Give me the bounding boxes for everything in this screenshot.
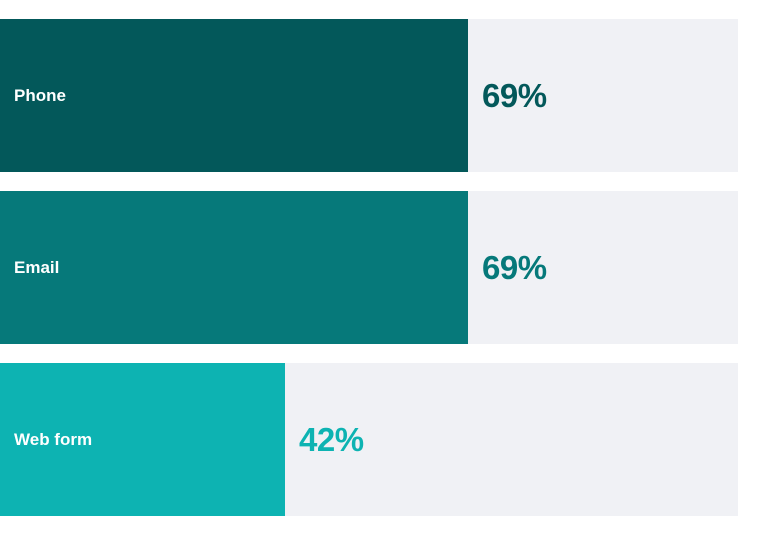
bar: Web form — [0, 363, 285, 516]
bar-track: Email 69% — [0, 191, 738, 344]
bar: Phone — [0, 19, 468, 172]
bar-track: Web form 42% — [0, 363, 738, 516]
bar-track: Phone 69% — [0, 19, 738, 172]
bar-value-label: 42% — [299, 420, 364, 458]
bar-category-label: Phone — [14, 85, 66, 105]
bar-category-label: Web form — [14, 429, 93, 449]
bar-category-label: Email — [14, 257, 60, 277]
bar: Email — [0, 191, 468, 344]
bar-value-label: 69% — [482, 248, 547, 286]
bar-value-label: 69% — [482, 76, 547, 114]
